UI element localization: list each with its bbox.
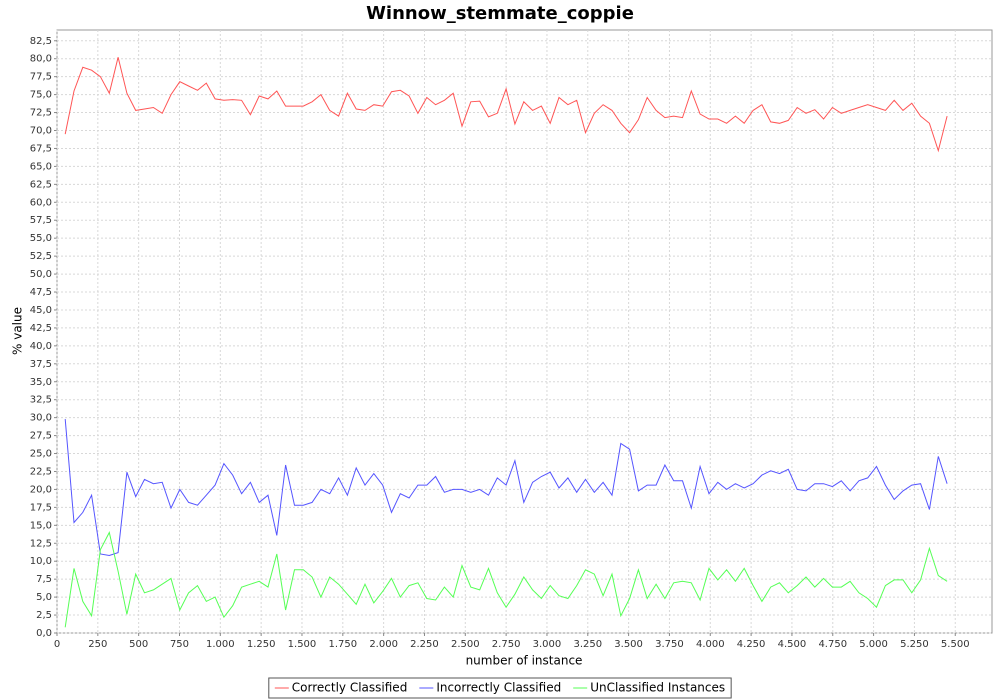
y-tick-label: 15,0 (30, 520, 52, 531)
y-tick-label: 57,5 (30, 215, 52, 226)
x-tick-label: 750 (170, 639, 189, 650)
y-tick-label: 42,5 (30, 323, 52, 334)
y-tick-label: 62,5 (30, 179, 52, 190)
x-tick-label: 4.750 (818, 639, 847, 650)
y-tick-label: 37,5 (30, 359, 52, 370)
y-tick-label: 40,0 (30, 341, 52, 352)
series-line (64, 419, 948, 557)
legend-label: Incorrectly Classified (436, 681, 561, 695)
x-tick-label: 4.500 (778, 639, 807, 650)
x-tick-label: 0 (54, 639, 60, 650)
y-tick-label: 27,5 (30, 431, 52, 442)
y-tick-label: 32,5 (30, 395, 52, 406)
legend-box (268, 677, 732, 699)
legend-label: Correctly Classified (292, 681, 408, 695)
x-tick-label: 500 (129, 639, 148, 650)
y-tick-label: 50,0 (30, 269, 52, 280)
y-tick-label: 67,5 (30, 143, 52, 154)
x-tick-label: 3.250 (573, 639, 602, 650)
x-tick-label: 2.000 (369, 639, 398, 650)
y-tick-label: 82,5 (30, 36, 52, 47)
y-axis-label: % value (11, 307, 25, 355)
y-tick-label: 72,5 (30, 108, 52, 119)
series-line (64, 531, 948, 628)
legend: Correctly Classified Incorrectly Classifi… (268, 677, 732, 699)
y-tick-label: 60,0 (30, 197, 52, 208)
y-tick-label: 10,0 (30, 556, 52, 567)
y-tick-label: 17,5 (30, 502, 52, 513)
y-tick-label: 20,0 (30, 484, 52, 495)
y-tick-label: 52,5 (30, 251, 52, 262)
y-tick-label: 30,0 (30, 413, 52, 424)
x-tick-label: 5.500 (941, 639, 970, 650)
y-tick-label: 5,0 (36, 592, 52, 603)
x-tick-label: 4.250 (737, 639, 766, 650)
plot-area (56, 29, 993, 634)
y-tick-label: 7,5 (36, 574, 52, 585)
y-tick-label: 25,0 (30, 449, 52, 460)
x-tick-label: 5.250 (900, 639, 929, 650)
x-tick-label: 2.500 (451, 639, 480, 650)
x-tick-label: 1.750 (328, 639, 357, 650)
y-tick-label: 22,5 (30, 466, 52, 477)
x-tick-label: 2.750 (492, 639, 521, 650)
legend-label: UnClassified Instances (590, 681, 725, 695)
y-tick-label: 80,0 (30, 54, 52, 65)
x-axis-label: number of instance (466, 654, 583, 668)
y-tick-label: 70,0 (30, 126, 52, 137)
x-tick-label: 2.250 (410, 639, 439, 650)
y-tick-label: 65,0 (30, 161, 52, 172)
y-tick-label: 2,5 (36, 610, 52, 621)
x-tick-label: 250 (88, 639, 107, 650)
x-tick-label: 3.750 (655, 639, 684, 650)
y-tick-label: 47,5 (30, 287, 52, 298)
x-tick-label: 1.250 (247, 639, 276, 650)
y-tick-label: 12,5 (30, 538, 52, 549)
x-tick-label: 4.000 (696, 639, 725, 650)
y-tick-label: 55,0 (30, 233, 52, 244)
x-tick-label: 3.000 (533, 639, 562, 650)
chart-title: Winnow_stemmate_coppie (366, 3, 634, 24)
x-tick-label: 1.500 (288, 639, 317, 650)
series-line (64, 57, 948, 153)
x-tick-label: 1.000 (206, 639, 235, 650)
y-tick-label: 35,0 (30, 377, 52, 388)
x-tick-label: 5.000 (859, 639, 888, 650)
y-tick-label: 75,0 (30, 90, 52, 101)
y-tick-label: 45,0 (30, 305, 52, 316)
y-tick-label: 77,5 (30, 72, 52, 83)
x-tick-label: 3.500 (614, 639, 643, 650)
y-tick-label: 0,0 (36, 628, 52, 639)
